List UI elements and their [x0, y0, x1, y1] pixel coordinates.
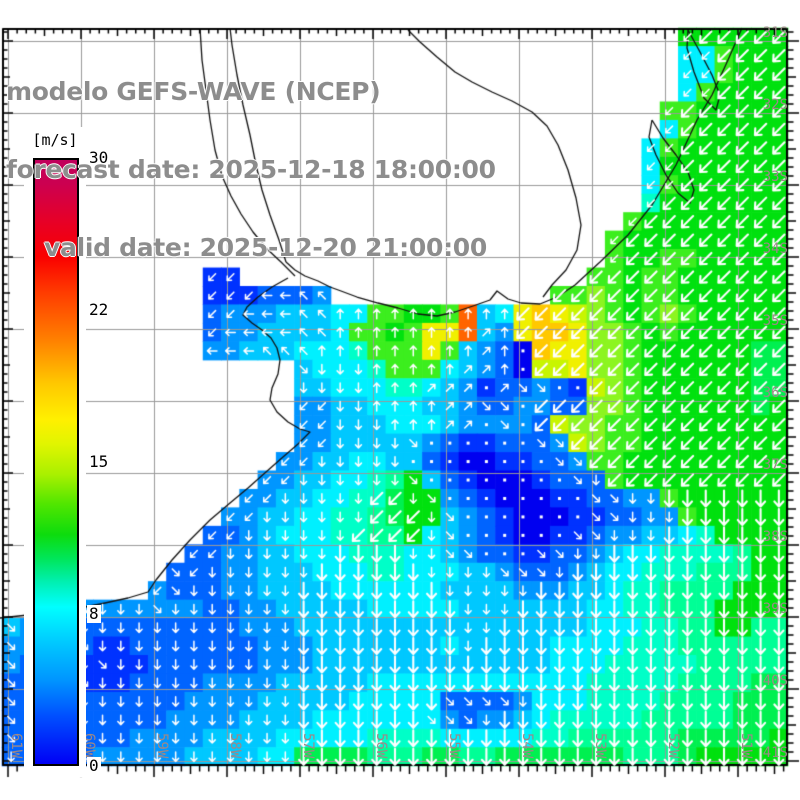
colorbar-tick-30: 30	[87, 148, 111, 167]
title-model-line: modelo GEFS-WAVE (NCEP)	[6, 77, 381, 106]
lat-label-41S: 41S	[762, 745, 788, 761]
colorbar-tick-8: 8	[87, 604, 101, 623]
lon-label-61W: 61W	[8, 733, 24, 759]
lon-label-52W: 52W	[665, 733, 681, 759]
lat-label-34S: 34S	[762, 241, 788, 257]
lon-label-59W: 59W	[154, 733, 170, 759]
lat-label-35S: 35S	[762, 313, 788, 329]
lat-label-33S: 33S	[762, 169, 788, 185]
lon-label-55W: 55W	[446, 733, 462, 759]
lat-label-38S: 38S	[762, 529, 788, 545]
lat-label-32S: 32S	[762, 97, 788, 113]
colorbar-gradient	[33, 158, 79, 766]
lon-label-56W: 56W	[373, 733, 389, 759]
title-valid-date-line: valid date: 2025-12-20 21:00:00	[44, 233, 487, 262]
lon-label-51W: 51W	[738, 733, 754, 759]
lat-label-40S: 40S	[762, 673, 788, 689]
lon-label-54W: 54W	[519, 733, 535, 759]
lon-label-57W: 57W	[300, 733, 316, 759]
colorbar-tick-22: 22	[87, 300, 111, 319]
colorbar-unit-label: [m/s]	[32, 131, 78, 149]
lat-label-31S: 31S	[762, 25, 788, 41]
lon-label-53W: 53W	[592, 733, 608, 759]
colorbar-tick-0: 0	[87, 756, 101, 775]
title-forecast-date-line: forecast date: 2025-12-18 18:00:00	[6, 155, 496, 184]
lat-label-37S: 37S	[762, 457, 788, 473]
lat-label-39S: 39S	[762, 601, 788, 617]
colorbar-tick-15: 15	[87, 452, 111, 471]
colorbar: [m/s]	[24, 127, 86, 777]
title-block: modelo GEFS-WAVE (NCEP) forecast date: 2…	[6, 27, 496, 313]
lon-label-58W: 58W	[227, 733, 243, 759]
lat-label-36S: 36S	[762, 385, 788, 401]
